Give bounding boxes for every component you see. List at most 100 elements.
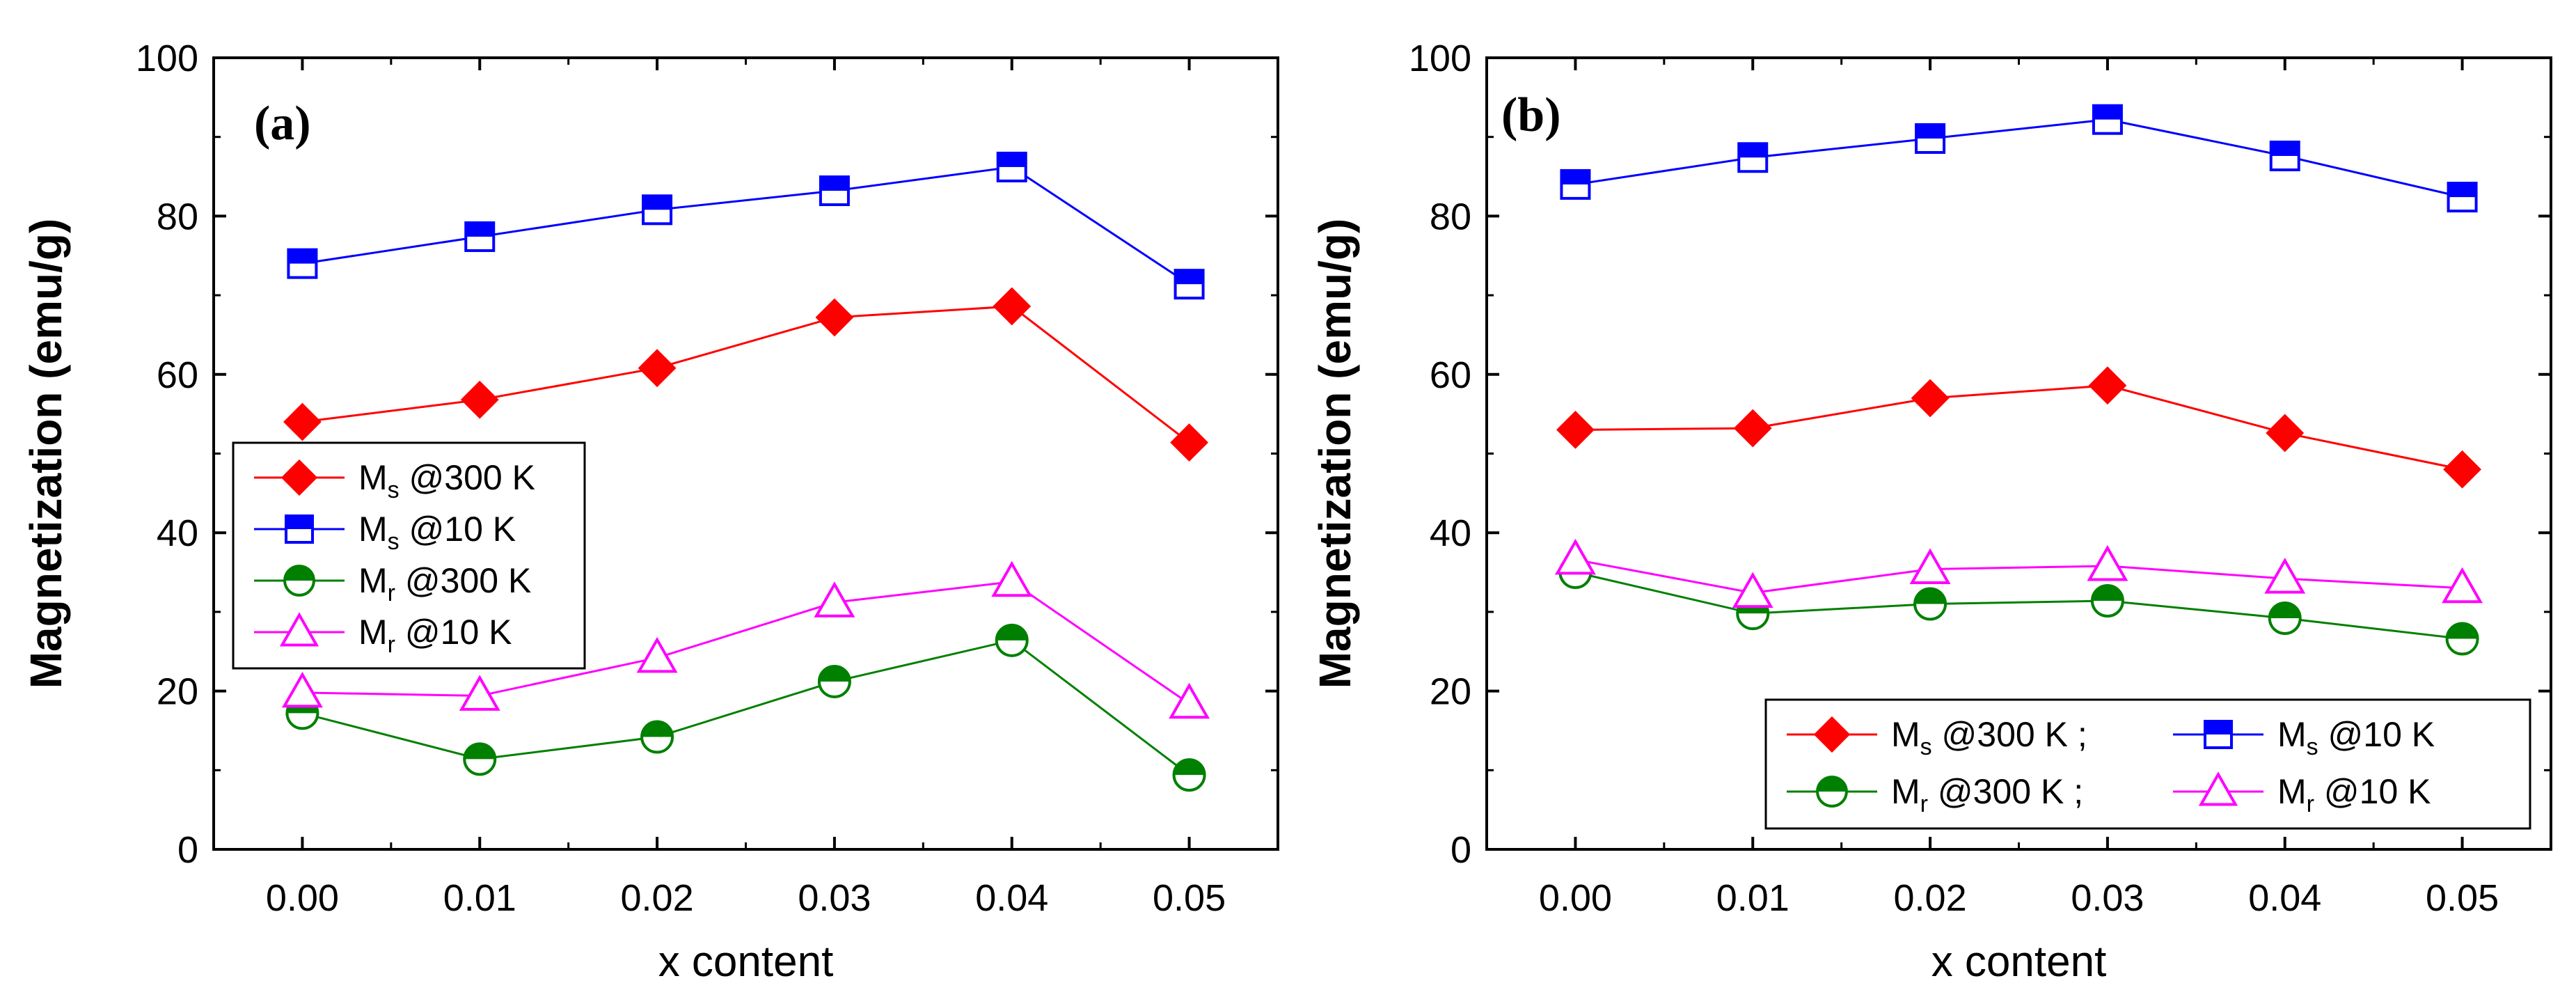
legend-item: Mr @300 K — [254, 561, 531, 606]
data-point — [2090, 583, 2124, 618]
x-tick-label: 0.02 — [1894, 877, 1967, 919]
legend-item: Ms @10 K — [254, 510, 516, 555]
data-point — [1169, 682, 1210, 719]
data-point-fill — [643, 196, 672, 210]
data-point — [287, 248, 318, 279]
data-point-fill — [1175, 270, 1203, 285]
series-line — [1575, 571, 2463, 640]
legend-marker-fill — [1817, 777, 1847, 792]
series-line — [302, 305, 1190, 443]
legend-marker-fill — [285, 566, 314, 581]
series-triangle-3 — [281, 560, 1210, 719]
data-point — [2447, 182, 2478, 213]
data-point — [2087, 544, 2128, 581]
series-diamond-0 — [283, 287, 1208, 462]
y-tick-label: 100 — [136, 38, 198, 79]
data-point — [1560, 168, 1591, 200]
data-point — [638, 349, 677, 388]
legend-item: Mr @300 K ; — [1787, 772, 2083, 817]
y-tick-label: 0 — [1451, 829, 1471, 871]
data-point — [460, 380, 499, 419]
data-point — [2268, 601, 2302, 635]
data-point — [642, 194, 673, 226]
data-point — [636, 636, 678, 673]
data-point — [1913, 587, 1947, 621]
legend-item: Ms @300 K ; — [1787, 715, 2087, 760]
legend-item: Mr @10 K — [254, 612, 512, 658]
data-point-fill — [2270, 141, 2299, 156]
x-axis-title: x content — [1931, 938, 2107, 986]
data-point — [1554, 538, 1596, 575]
y-tick-label: 80 — [157, 196, 198, 237]
data-point-fill — [996, 624, 1027, 640]
series-line — [302, 639, 1190, 776]
data-point — [2442, 567, 2483, 604]
y-tick-label: 60 — [1430, 354, 1471, 396]
panel-label: (a) — [254, 97, 311, 150]
data-point — [815, 298, 854, 337]
data-point — [2266, 414, 2305, 453]
legend-marker — [279, 612, 319, 647]
series-line — [1575, 118, 2463, 198]
data-point — [1911, 379, 1950, 418]
series-square-half-1 — [287, 151, 1205, 300]
data-point — [2264, 558, 2306, 594]
series-diamond-0 — [1556, 366, 2481, 489]
data-point-fill — [820, 177, 848, 191]
legend-marker — [2204, 720, 2233, 749]
legend-marker — [280, 459, 318, 496]
data-point — [1915, 123, 1946, 154]
legend-label: Ms @300 K ; — [1891, 715, 2087, 760]
legend-label: Mr @300 K — [358, 561, 531, 606]
x-tick-label: 0.03 — [2071, 877, 2144, 919]
data-point — [2445, 622, 2479, 656]
legend-label: Ms @300 K — [358, 458, 535, 503]
data-point-fill — [2269, 602, 2300, 618]
data-point-fill — [464, 744, 496, 760]
legend: Ms @300 K Ms @10 K Mr @300 K Mr @10 K — [232, 441, 586, 670]
x-tick-label: 0.01 — [1716, 877, 1789, 919]
data-point — [996, 151, 1027, 182]
series-circle-half-2 — [1558, 556, 2479, 656]
data-point-fill — [2092, 585, 2123, 601]
x-axis-title: x content — [658, 938, 834, 986]
x-tick-label: 0.03 — [798, 877, 871, 919]
data-point — [2092, 104, 2123, 135]
legend-label: Ms @10 K — [2277, 715, 2435, 760]
legend-item: Ms @300 K — [254, 458, 535, 503]
legend-box — [1764, 698, 2531, 830]
data-point — [814, 581, 855, 618]
x-tick-label: 0.00 — [1539, 877, 1612, 919]
data-point — [1170, 423, 1208, 462]
data-point — [991, 560, 1033, 597]
y-tick-label: 20 — [1430, 671, 1471, 713]
data-point — [640, 720, 674, 754]
data-point-fill — [819, 666, 850, 682]
legend-marker — [2198, 771, 2238, 806]
x-tick-label: 0.05 — [1153, 877, 1226, 919]
x-tick-label: 0.00 — [266, 877, 339, 919]
data-point — [2088, 366, 2127, 405]
series-square-half-1 — [1560, 104, 2478, 213]
data-point-fill — [288, 249, 317, 264]
data-point — [463, 742, 497, 776]
data-point — [995, 623, 1029, 657]
x-tick-label: 0.04 — [975, 877, 1048, 919]
data-point — [464, 221, 496, 252]
legend-marker — [1813, 716, 1851, 753]
legend-item: Mr @10 K — [2173, 771, 2431, 817]
data-point — [1909, 548, 1951, 585]
legend-label: Ms @10 K — [358, 510, 516, 555]
legend-marker-fill — [2205, 721, 2231, 734]
x-tick-label: 0.05 — [2426, 877, 2499, 919]
y-axis-title: Magnetization (emu/g) — [21, 219, 71, 689]
data-point-fill — [466, 222, 494, 237]
y-tick-label: 100 — [1409, 38, 1471, 79]
chart-panel-a: 0 20 40 60 80 100 0.00 0.01 0.02 0.03 0.04 0.05 x co… — [21, 38, 1279, 986]
series-line — [302, 166, 1190, 285]
data-point — [1733, 409, 1772, 448]
data-point — [1737, 142, 1769, 173]
data-point-fill — [2447, 623, 2478, 639]
data-point — [1174, 269, 1205, 300]
